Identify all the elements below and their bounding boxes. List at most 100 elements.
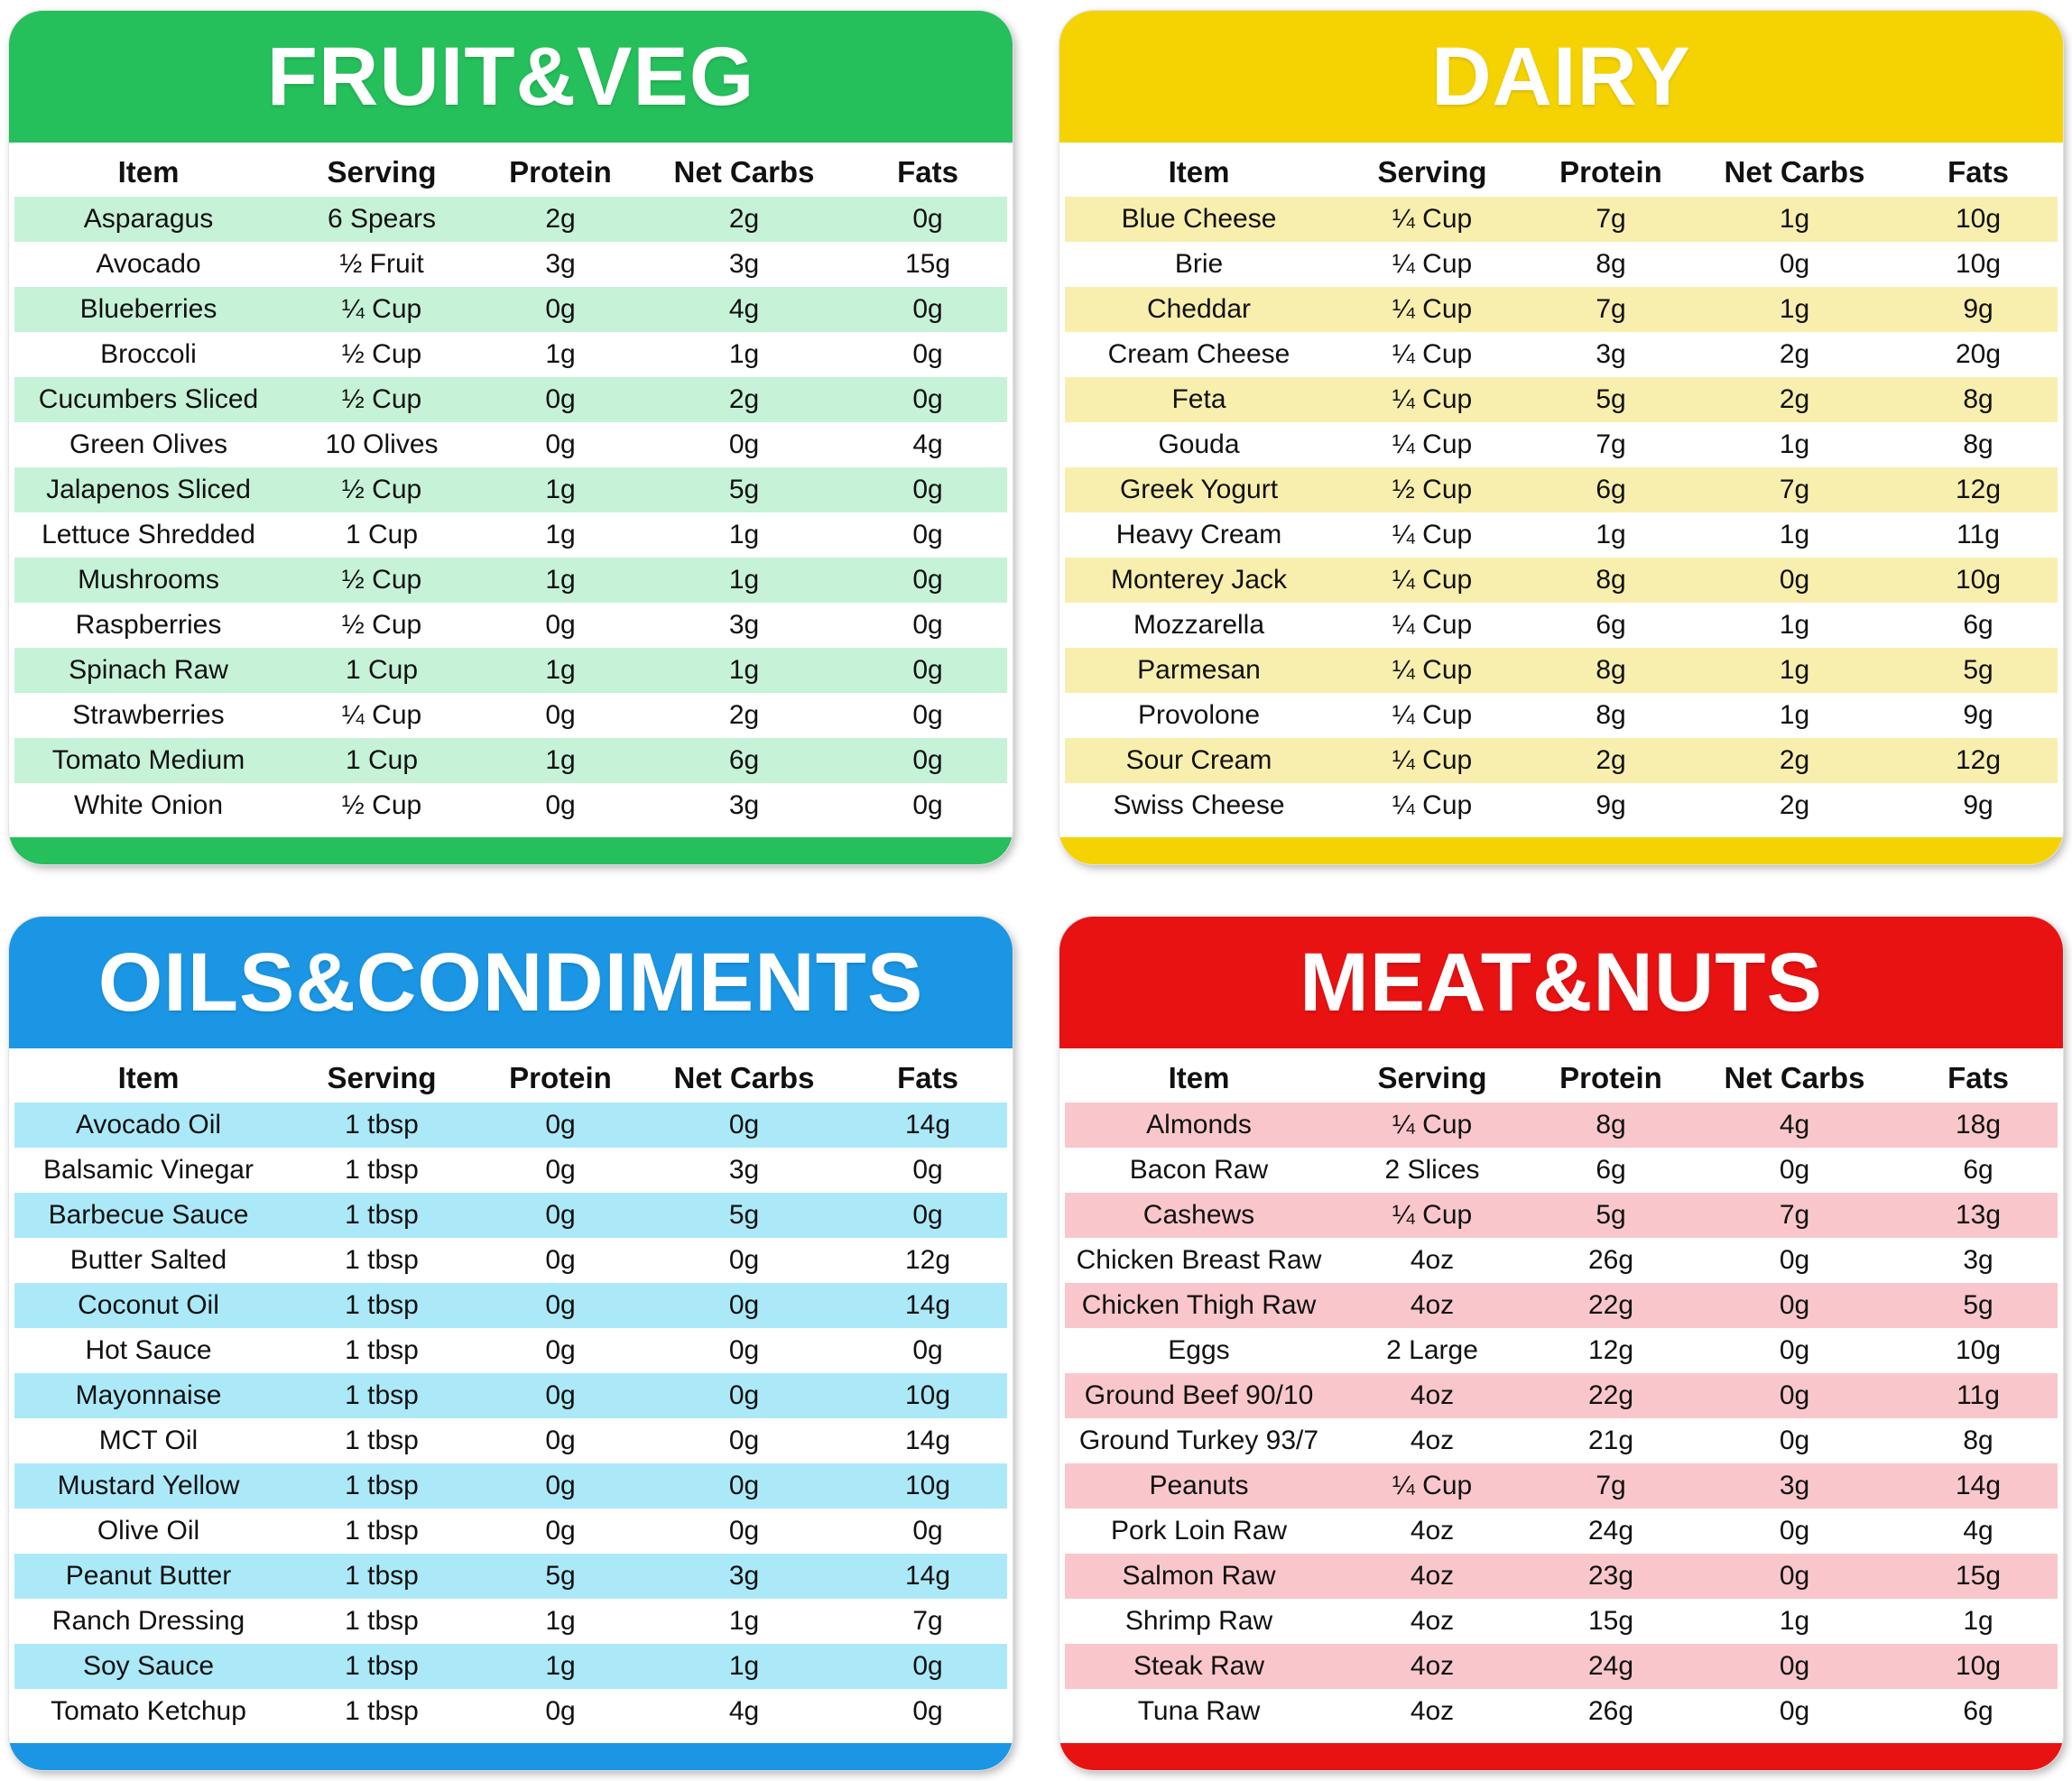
column-header: Fats <box>848 1050 1007 1103</box>
oils-condiments-title: OILS&CONDIMENTS <box>97 937 924 1029</box>
table-cell: 2g <box>728 700 760 730</box>
table-cell: ¼ Cup <box>341 294 422 324</box>
table-cell: Steak Raw <box>1133 1651 1265 1681</box>
table-cell: Eggs <box>1168 1335 1230 1365</box>
table-cell: 1 tbsp <box>345 1516 419 1546</box>
table-cell: 0g <box>728 1110 760 1140</box>
meat-nuts-card: MEAT&NUTS Item Serving Protein Net Carbs Fat… <box>1059 917 2063 1770</box>
table-cell: Avocado Oil <box>75 1110 222 1140</box>
table-cell: Feta <box>1171 384 1226 414</box>
table-cell: 1g <box>1779 610 1810 640</box>
table-row: Monterey Jack ¼ Cup 8g 0g 10g <box>1065 558 2058 603</box>
table-cell: 0g <box>912 204 943 234</box>
table-cell: 0g <box>728 429 760 459</box>
table-cell: 0g <box>728 1290 760 1320</box>
table-cell: 1 tbsp <box>345 1380 419 1410</box>
table-cell: 4g <box>1963 1516 1993 1546</box>
table-cell: 1g <box>728 1606 760 1636</box>
table-cell: 3g <box>728 610 760 640</box>
table-cell: White Onion <box>73 790 224 820</box>
table-cell: Tuna Raw <box>1137 1696 1261 1726</box>
table-cell: ½ Cup <box>1392 475 1473 504</box>
table-row: Heavy Cream ¼ Cup 1g 1g 11g <box>1065 512 2058 558</box>
table-cell: 10g <box>1955 204 2002 234</box>
table-row: Hot Sauce 1 tbsp 0g 0g 0g <box>14 1328 1007 1373</box>
table-row: Steak Raw 4oz 24g 0g 10g <box>1065 1644 2058 1689</box>
table-row: Cucumbers Sliced ½ Cup 0g 2g 0g <box>14 377 1007 422</box>
table-cell: 1 Cup <box>345 520 419 549</box>
table-row: Mozzarella ¼ Cup 6g 1g 6g <box>1065 603 2058 648</box>
table-cell: 3g <box>728 1561 760 1591</box>
table-cell: ¼ Cup <box>1392 429 1473 459</box>
table-cell: 0g <box>728 1516 760 1546</box>
table-cell: 5g <box>728 1200 760 1230</box>
table-cell: Mushrooms <box>78 565 219 595</box>
table-row: Ground Turkey 93/7 4oz 21g 0g 8g <box>1065 1418 2058 1463</box>
table-cell: 3g <box>728 249 760 279</box>
column-header: Serving <box>1333 1050 1531 1103</box>
table-cell: Coconut Oil <box>78 1290 219 1320</box>
table-cell: Monterey Jack <box>1110 565 1288 595</box>
table-cell: ½ Cup <box>341 790 422 820</box>
table-row: Broccoli ½ Cup 1g 1g 0g <box>14 332 1007 377</box>
table-cell: ½ Cup <box>341 384 422 414</box>
table-cell: 4oz <box>1410 1651 1455 1681</box>
table-cell: Tomato Ketchup <box>51 1696 246 1726</box>
table-cell: 10g <box>1955 1651 2002 1681</box>
fruit-veg-table-area: Item Serving Protein Net Carbs Fats Asparagu… <box>9 143 1013 837</box>
table-cell: 0g <box>728 1380 760 1410</box>
table-row: Butter Salted 1 tbsp 0g 0g 12g <box>14 1238 1007 1283</box>
table-cell: 0g <box>912 1696 943 1726</box>
table-cell: 1g <box>1779 520 1810 549</box>
table-cell: 1g <box>545 1606 576 1636</box>
table-row: Green Olives 10 Olives 0g 0g 4g <box>14 422 1007 467</box>
table-cell: 0g <box>912 1516 943 1546</box>
table-cell: 0g <box>1779 1651 1810 1681</box>
table-cell: 0g <box>912 520 943 549</box>
table-cell: 6g <box>1596 1155 1626 1185</box>
table-row: Coconut Oil 1 tbsp 0g 0g 14g <box>14 1283 1007 1328</box>
table-cell: 0g <box>912 1335 943 1365</box>
dairy-table-area: Item Serving Protein Net Carbs Fats Blue Che… <box>1059 143 2063 837</box>
table-cell: MCT Oil <box>98 1426 199 1455</box>
table-cell: 0g <box>912 1155 943 1185</box>
table-cell: Mozzarella <box>1133 610 1265 640</box>
table-cell: 0g <box>728 1426 760 1455</box>
table-cell: Cheddar <box>1146 294 1252 324</box>
table-cell: 0g <box>912 655 943 685</box>
table-cell: 10g <box>1955 1335 2002 1365</box>
table-cell: Ground Turkey 93/7 <box>1078 1426 1319 1455</box>
table-cell: Heavy Cream <box>1115 520 1282 549</box>
table-cell: 0g <box>1779 1516 1810 1546</box>
table-cell: Shrimp Raw <box>1124 1606 1273 1636</box>
table-row: Mayonnaise 1 tbsp 0g 0g 10g <box>14 1373 1007 1418</box>
table-row: Asparagus 6 Spears 2g 2g 0g <box>14 197 1007 242</box>
table-cell: 2g <box>728 384 760 414</box>
table-cell: 1 tbsp <box>345 1471 419 1500</box>
meat-nuts-table: Item Serving Protein Net Carbs Fats Almonds ¼… <box>1065 1050 2058 1734</box>
column-header: Fats <box>1899 1050 2058 1103</box>
table-cell: 0g <box>545 1426 576 1455</box>
table-cell: 5g <box>1596 384 1626 414</box>
table-cell: 8g <box>1596 1110 1626 1140</box>
column-header-row: Item Serving Protein Net Carbs Fats <box>14 144 1007 197</box>
table-cell: 0g <box>912 1200 943 1230</box>
table-row: Lettuce Shredded 1 Cup 1g 1g 0g <box>14 512 1007 558</box>
table-cell: ¼ Cup <box>1392 1110 1473 1140</box>
table-cell: Provolone <box>1137 700 1261 730</box>
table-cell: 4oz <box>1410 1606 1455 1636</box>
table-row: Pork Loin Raw 4oz 24g 0g 4g <box>1065 1509 2058 1554</box>
table-cell: 12g <box>904 1245 951 1275</box>
table-cell: 2g <box>1779 790 1810 820</box>
table-row: Bacon Raw 2 Slices 6g 0g 6g <box>1065 1148 2058 1193</box>
table-row: Cream Cheese ¼ Cup 3g 2g 20g <box>1065 332 2058 377</box>
column-header: Protein <box>481 144 640 197</box>
table-cell: 6g <box>1963 1155 1993 1185</box>
table-cell: Ground Beef 90/10 <box>1084 1380 1314 1410</box>
table-cell: 6g <box>1596 610 1626 640</box>
table-cell: Broccoli <box>100 339 197 369</box>
table-cell: ¼ Cup <box>1392 1200 1473 1230</box>
table-cell: 0g <box>912 475 943 504</box>
table-cell: 3g <box>728 790 760 820</box>
table-cell: 0g <box>545 1516 576 1546</box>
